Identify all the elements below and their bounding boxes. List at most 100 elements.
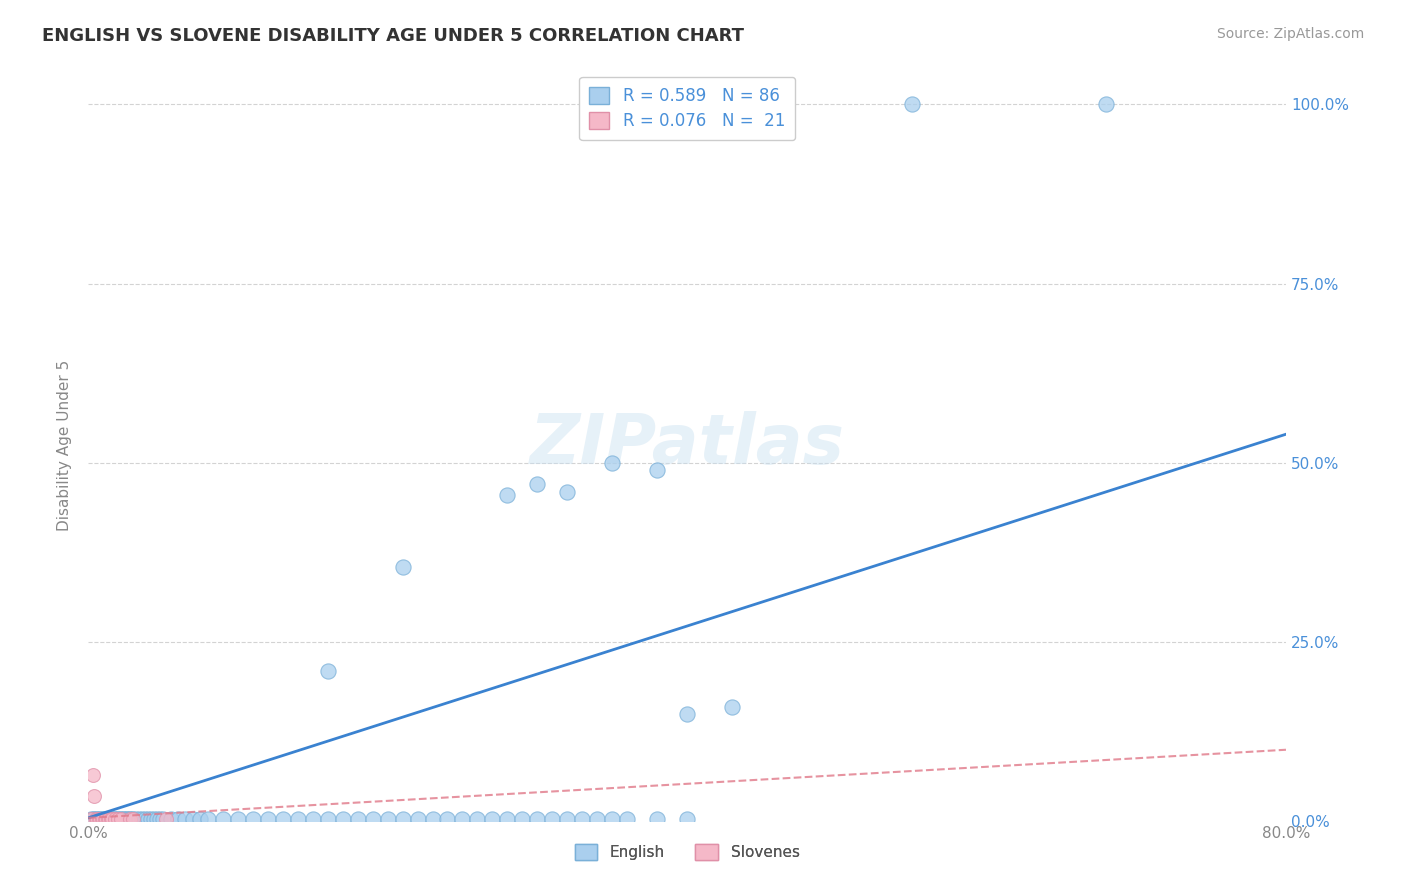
- Point: [139, 813, 162, 827]
- Point: [110, 813, 132, 827]
- Point: [110, 813, 132, 827]
- Point: [112, 813, 135, 827]
- Point: [80, 813, 103, 827]
- Point: [89, 813, 111, 827]
- Point: [83, 789, 105, 804]
- Point: [98, 813, 121, 827]
- Point: [481, 813, 503, 827]
- Point: [107, 813, 129, 827]
- Point: [1095, 97, 1118, 112]
- Point: [100, 813, 122, 827]
- Point: [136, 813, 159, 827]
- Point: [212, 813, 235, 827]
- Point: [105, 813, 128, 827]
- Point: [83, 813, 105, 827]
- Point: [82, 768, 104, 782]
- Point: [134, 813, 156, 827]
- Point: [391, 813, 413, 827]
- Point: [287, 813, 309, 827]
- Point: [346, 813, 368, 827]
- Point: [120, 813, 142, 827]
- Point: [174, 813, 197, 827]
- Point: [122, 813, 145, 827]
- Point: [377, 813, 399, 827]
- Point: [104, 813, 127, 827]
- Point: [87, 813, 110, 827]
- Point: [316, 813, 339, 827]
- Point: [146, 813, 169, 827]
- Point: [676, 813, 699, 827]
- Point: [721, 699, 744, 714]
- Point: [93, 813, 115, 827]
- Point: [436, 813, 458, 827]
- Point: [117, 813, 139, 827]
- Point: [316, 664, 339, 678]
- Y-axis label: Disability Age Under 5: Disability Age Under 5: [58, 359, 72, 531]
- Point: [98, 813, 121, 827]
- Point: [94, 813, 117, 827]
- Point: [128, 813, 150, 827]
- Point: [93, 813, 115, 827]
- Point: [80, 813, 103, 827]
- Point: [645, 463, 668, 477]
- Point: [526, 477, 548, 491]
- Point: [114, 813, 136, 827]
- Point: [600, 456, 623, 470]
- Point: [242, 813, 264, 827]
- Point: [600, 813, 623, 827]
- Point: [467, 813, 489, 827]
- Text: ENGLISH VS SLOVENE DISABILITY AGE UNDER 5 CORRELATION CHART: ENGLISH VS SLOVENE DISABILITY AGE UNDER …: [42, 27, 744, 45]
- Point: [86, 813, 108, 827]
- Legend: English, Slovenes: English, Slovenes: [568, 838, 806, 866]
- Point: [97, 813, 120, 827]
- Point: [496, 813, 519, 827]
- Point: [125, 813, 148, 827]
- Point: [120, 813, 142, 827]
- Point: [89, 813, 111, 827]
- Point: [90, 813, 112, 827]
- Point: [121, 813, 143, 827]
- Point: [571, 813, 593, 827]
- Point: [159, 813, 181, 827]
- Point: [190, 813, 212, 827]
- Point: [115, 813, 138, 827]
- Point: [97, 813, 120, 827]
- Point: [271, 813, 294, 827]
- Point: [107, 813, 129, 827]
- Point: [143, 813, 166, 827]
- Point: [101, 813, 124, 827]
- Point: [555, 484, 578, 499]
- Point: [131, 813, 153, 827]
- Point: [167, 813, 190, 827]
- Point: [406, 813, 429, 827]
- Point: [86, 813, 108, 827]
- Point: [155, 813, 177, 827]
- Point: [451, 813, 474, 827]
- Point: [87, 813, 110, 827]
- Point: [101, 813, 124, 827]
- Point: [526, 813, 548, 827]
- Point: [100, 813, 122, 827]
- Point: [90, 813, 112, 827]
- Point: [586, 813, 609, 827]
- Point: [676, 706, 699, 721]
- Point: [391, 560, 413, 574]
- Point: [197, 813, 219, 827]
- Point: [91, 813, 114, 827]
- Text: ZIPatlas: ZIPatlas: [530, 411, 845, 478]
- Point: [152, 813, 174, 827]
- Point: [103, 813, 125, 827]
- Point: [104, 813, 127, 827]
- Point: [616, 813, 638, 827]
- Point: [226, 813, 249, 827]
- Point: [496, 488, 519, 502]
- Text: Source: ZipAtlas.com: Source: ZipAtlas.com: [1216, 27, 1364, 41]
- Point: [84, 813, 107, 827]
- Point: [900, 97, 922, 112]
- Point: [512, 813, 534, 827]
- Point: [108, 813, 131, 827]
- Point: [361, 813, 384, 827]
- Point: [332, 813, 354, 827]
- Point: [422, 813, 444, 827]
- Point: [122, 813, 145, 827]
